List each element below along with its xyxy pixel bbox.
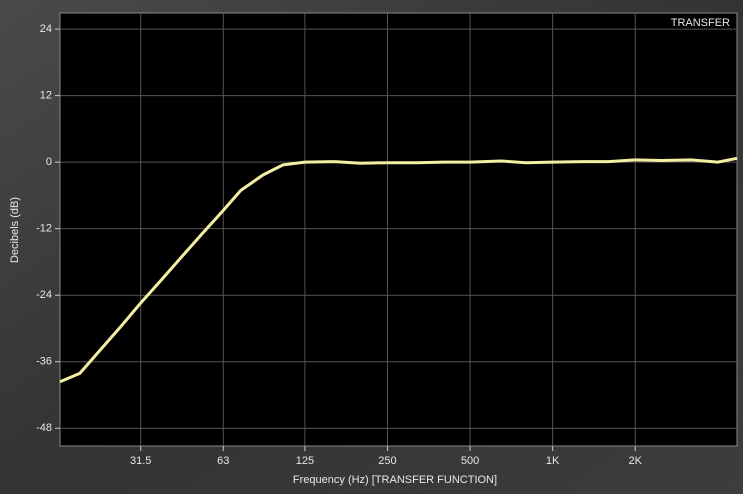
y-tick-label: -48 [36,422,52,434]
x-tick-label: 500 [461,455,479,467]
x-tick-label: 1K [546,455,560,467]
x-tick-label: 250 [378,455,396,467]
x-tick-label: 63 [217,455,229,467]
y-tick-label: -24 [36,289,52,301]
x-axis-label: Frequency (Hz) [TRANSFER FUNCTION] [293,474,497,486]
x-tick-label: 125 [296,455,314,467]
legend-entry: TRANSFER [671,17,730,29]
y-axis-label: Decibels (dB) [9,197,21,263]
plot-area [59,12,738,447]
y-tick-label: 24 [40,23,52,35]
x-tick-label: 2K [628,455,642,467]
x-tick-label: 31.5 [130,455,151,467]
y-tick-label: 12 [40,90,52,102]
y-tick-label: -12 [36,223,52,235]
y-tick-label: -36 [36,356,52,368]
y-tick-label: 0 [46,156,52,168]
data-line [59,156,738,384]
